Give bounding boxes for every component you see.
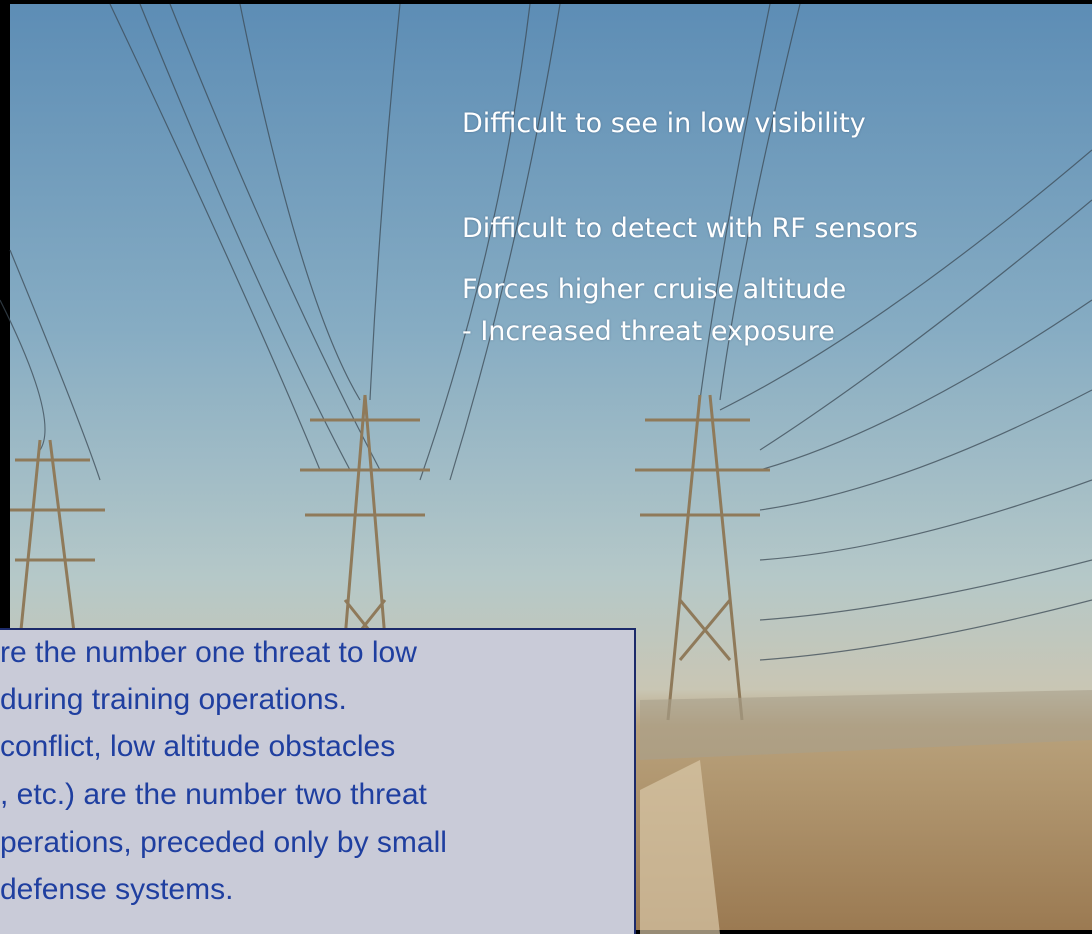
bullet: Difficult to see in low visibility	[462, 108, 866, 139]
bullet: - Increased threat exposure	[462, 316, 835, 347]
note-line: perations, preceded only by small	[0, 826, 447, 860]
note-line: conflict, low altitude obstacles	[0, 730, 395, 764]
note-line: during training operations.	[0, 683, 347, 717]
note-line: re the number one threat to low	[0, 636, 417, 670]
note-line: defense systems.	[0, 873, 233, 907]
note-line: , etc.) are the number two threat	[0, 778, 427, 812]
bullet: Difficult to detect with RF sensors	[462, 213, 918, 244]
note-box: re the number one threat to low during t…	[0, 628, 636, 934]
bullet: Forces higher cruise altitude	[462, 274, 846, 305]
slide: Difficult to see in low visibility Diffi…	[0, 0, 1092, 934]
